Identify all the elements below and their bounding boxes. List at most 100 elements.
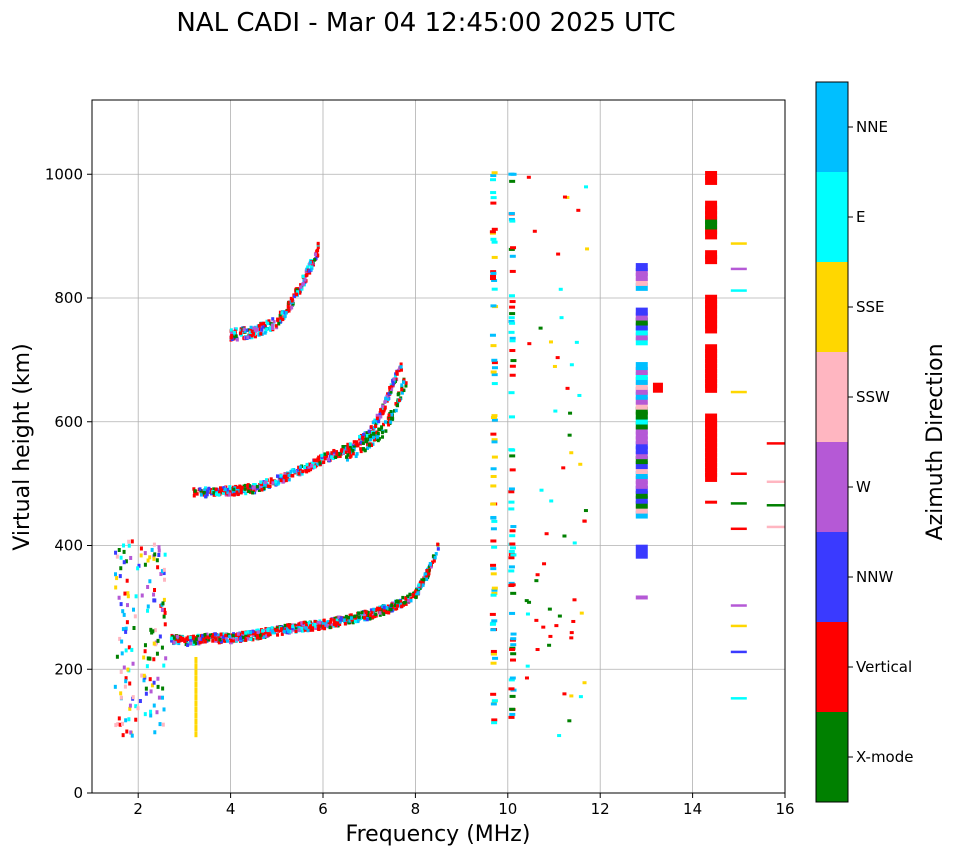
segment-point-2262 <box>730 289 747 292</box>
trace-0-point-881 <box>429 562 433 567</box>
trace-0-point-809 <box>201 634 205 638</box>
trace-0-point-707 <box>246 637 250 641</box>
mid-freq-point-2142 <box>582 681 587 685</box>
trace-0-point-471 <box>282 625 286 630</box>
trace-0-point-604 <box>431 554 435 558</box>
trace-2-point-1680 <box>267 319 271 323</box>
trace-1-point-1299 <box>275 474 279 478</box>
trace-1-point-1119 <box>277 478 281 482</box>
trace-0-point-840 <box>421 581 425 585</box>
trace-2-point-1692 <box>259 325 263 329</box>
trace-1-point-1389 <box>255 484 259 489</box>
trace-0-point-898 <box>179 635 183 640</box>
trace-1-xmode-point-1442 <box>392 409 396 413</box>
x-tick-label-4: 10 <box>498 800 517 818</box>
trace-1-point-1266 <box>391 379 395 383</box>
trace-1-xmode-point-1529 <box>402 380 406 384</box>
trace-0-point-599 <box>198 640 202 645</box>
trace-1-point-1232 <box>237 488 241 493</box>
sparse-column-0-point-1982 <box>490 174 497 178</box>
sparse-column-0-point-2041 <box>489 277 496 281</box>
mid-freq-point-2155 <box>527 600 532 604</box>
trace-1-point-1367 <box>307 468 311 473</box>
vertical-column-point-2246 <box>705 299 718 309</box>
block-column-point-2215 <box>635 263 648 272</box>
block-column-point-2179 <box>635 480 648 489</box>
trace-2-point-1551 <box>247 328 251 332</box>
trace-1-point-1391 <box>392 377 396 381</box>
block-column-point-2203 <box>635 362 648 371</box>
mid-freq-point-2121 <box>532 229 537 233</box>
trace-2-point-1710 <box>304 273 308 278</box>
sparse-column-1-point-2074 <box>510 525 517 529</box>
trace-0-point-804 <box>283 623 287 628</box>
mid-freq-point-2147 <box>572 598 577 602</box>
trace-2-point-1748 <box>261 325 265 329</box>
trace-0-point-779 <box>321 621 325 625</box>
trace-1-xmode-point-1516 <box>346 446 350 450</box>
mid-freq-point-2171 <box>577 393 582 397</box>
trace-1-point-1360 <box>334 455 338 459</box>
low-freq-point-1831 <box>142 678 146 683</box>
trace-1-point-1300 <box>304 469 308 473</box>
vertical-column-point-2258 <box>705 170 718 180</box>
sparse-column-0-point-2018 <box>489 333 496 337</box>
trace-1-point-1247 <box>252 488 256 492</box>
low-freq-point-1890 <box>130 733 134 738</box>
trace-0-point-666 <box>189 639 193 643</box>
trace-1-xmode-point-1480 <box>366 446 370 451</box>
segment-point-2265 <box>730 502 747 505</box>
trace-2-point-1795 <box>259 322 263 326</box>
block-column-point-2210 <box>635 307 648 316</box>
trace-1-point-1178 <box>291 474 295 478</box>
low-freq-point-1856 <box>159 571 163 576</box>
sparse-column-1-point-2052 <box>508 715 515 719</box>
low-freq-point-1848 <box>128 706 132 711</box>
trace-2-point-1611 <box>229 328 233 332</box>
colorbar-segment-ssw <box>816 352 848 442</box>
sparse-column-0-point-2035 <box>490 502 497 506</box>
trace-2-point-1770 <box>248 330 252 335</box>
trace-0-point-878 <box>422 577 426 582</box>
trace-1-point-1130 <box>370 430 374 435</box>
low-freq-point-1950 <box>115 654 119 659</box>
block-column-point-2200 <box>635 376 648 385</box>
trace-1-xmode-point-1539 <box>364 439 368 444</box>
mid-freq-point-2151 <box>557 614 562 618</box>
trace-1-point-1135 <box>309 467 313 472</box>
mid-freq-point-2165 <box>538 326 543 330</box>
trace-2-point-1777 <box>230 334 234 338</box>
low-freq-point-1899 <box>144 691 148 696</box>
colorbar-tick-label-6: E <box>856 208 865 226</box>
trace-0-point-823 <box>339 616 343 620</box>
trace-0-point-800 <box>329 617 333 622</box>
sparse-column-1-point-2106 <box>509 542 516 546</box>
trace-1-point-1173 <box>325 454 329 459</box>
trace-1-point-1193 <box>323 452 327 456</box>
trace-0-point-418 <box>221 632 225 636</box>
sparse-column-1-point-2078 <box>508 507 515 511</box>
trace-1-point-1398 <box>335 452 339 456</box>
trace-0-point-357 <box>186 635 190 639</box>
vertical-column-point-2248 <box>705 255 718 265</box>
colorbar-frame <box>815 81 849 803</box>
trace-0-point-541 <box>344 614 348 619</box>
low-freq-point-1800 <box>156 676 160 681</box>
trace-1-xmode-point-1430 <box>349 447 353 451</box>
trace-0-point-30 <box>192 634 196 639</box>
block-column-point-2207 <box>635 322 648 331</box>
low-freq-point-1956 <box>162 663 166 668</box>
trace-0-point-257 <box>276 633 280 637</box>
trace-0-point-419 <box>368 617 372 621</box>
trace-1-point-1304 <box>308 462 312 467</box>
mid-freq-point-2113 <box>565 195 570 199</box>
trace-1-point-1297 <box>284 478 288 483</box>
trace-0-point-610 <box>373 608 377 612</box>
trace-1-point-1007 <box>322 454 326 459</box>
trace-0-point-879 <box>279 627 283 631</box>
trace-1-point-1334 <box>236 492 240 497</box>
trace-2-point-1733 <box>274 324 278 328</box>
trace-0-point-890 <box>417 583 421 587</box>
sparse-column-1-point-2086 <box>508 330 515 334</box>
mid-freq-point-2146 <box>569 451 574 455</box>
